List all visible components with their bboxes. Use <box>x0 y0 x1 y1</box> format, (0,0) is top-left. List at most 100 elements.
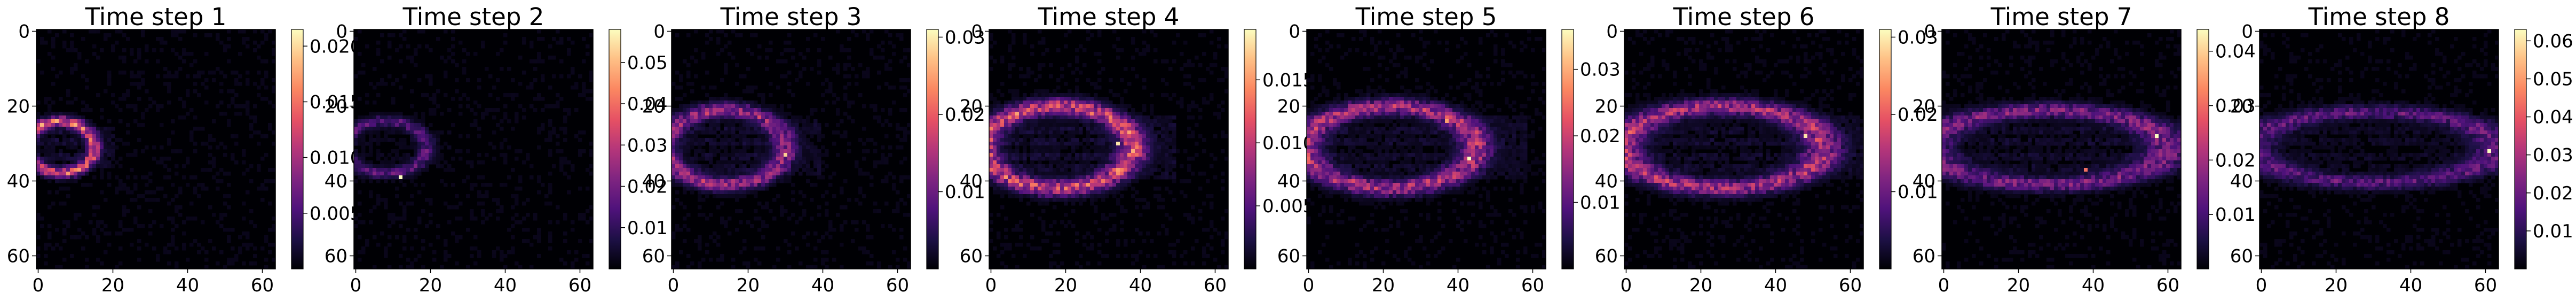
heat-cell <box>1079 130 1083 135</box>
heat-cell <box>772 164 777 168</box>
heat-cell <box>1127 115 1132 120</box>
heat-cell <box>1120 164 1124 168</box>
heat-cell <box>810 153 814 157</box>
heat-cell <box>511 93 515 97</box>
heat-cell <box>1153 33 1158 37</box>
heat-cell <box>204 86 209 90</box>
heat-cell <box>1094 108 1098 112</box>
heat-cell <box>851 29 855 34</box>
heat-cell <box>66 101 70 105</box>
heat-cell <box>765 168 769 172</box>
heat-cell <box>361 220 366 225</box>
heat-cell <box>686 183 691 187</box>
heat-cell <box>59 112 63 116</box>
heat-cell <box>365 119 369 124</box>
heat-cell <box>1019 179 1023 183</box>
heat-cell <box>66 187 70 191</box>
heat-cell <box>810 142 814 146</box>
heat-cell <box>1109 168 1113 172</box>
heat-cell <box>81 149 85 153</box>
heat-cell <box>1071 127 1076 131</box>
heat-cell <box>1000 123 1005 127</box>
heat-cell <box>1030 108 1034 112</box>
heat-cell <box>1041 194 1046 198</box>
heat-cell <box>48 205 52 210</box>
heat-cell <box>193 74 197 79</box>
heat-cell <box>1008 142 1012 146</box>
heat-cell <box>1060 123 1064 127</box>
heat-cell <box>530 265 534 269</box>
heat-cell <box>1008 112 1012 116</box>
heat-cell <box>791 115 795 120</box>
heat-cell <box>1075 48 1079 52</box>
heat-cell <box>1153 138 1158 142</box>
heat-cell <box>1139 115 1143 120</box>
heat-cell <box>791 213 795 217</box>
heat-cell <box>1060 138 1064 142</box>
heat-cell <box>750 86 754 90</box>
heat-cell <box>761 164 765 168</box>
heat-cell <box>787 33 792 37</box>
heat-cell <box>765 172 769 176</box>
heat-cell <box>92 168 97 172</box>
heat-cell <box>772 149 777 153</box>
heat-cell <box>417 145 422 150</box>
heat-cell <box>89 164 93 168</box>
heat-cell <box>163 164 168 168</box>
heat-cell <box>709 168 713 172</box>
heat-cell <box>1116 37 1120 41</box>
heat-cell <box>701 115 706 120</box>
heat-cell <box>1094 164 1098 168</box>
heat-cell <box>48 179 52 183</box>
heat-cell <box>716 142 721 146</box>
heat-cell <box>253 224 257 228</box>
heat-cell <box>1131 37 1135 41</box>
heat-cell <box>1168 160 1173 165</box>
heat-cell <box>888 123 892 127</box>
heat-cell <box>739 179 743 183</box>
heat-cell <box>791 56 795 60</box>
heat-cell <box>709 149 713 153</box>
heat-cell <box>44 168 48 172</box>
heat-cell <box>1172 149 1176 153</box>
heat-cell <box>77 213 82 217</box>
heat-cell <box>836 108 840 112</box>
heat-cell <box>548 220 552 225</box>
heat-cell <box>772 134 777 138</box>
heat-cell <box>74 217 78 221</box>
heat-cell <box>1139 231 1143 236</box>
heat-cell <box>373 101 377 105</box>
heat-cell <box>238 112 242 116</box>
heat-cell <box>1127 153 1132 157</box>
heat-cell <box>137 194 141 198</box>
heat-cell <box>85 127 89 131</box>
heat-cell <box>272 217 276 221</box>
heat-cell <box>1041 153 1046 157</box>
heat-cell <box>92 231 97 236</box>
heat-cell <box>787 127 792 131</box>
heat-cell <box>459 97 463 101</box>
heat-cell <box>1142 115 1147 120</box>
heat-cell <box>414 258 418 262</box>
heat-cell <box>395 153 399 157</box>
heat-cell <box>1038 157 1042 161</box>
heat-cell <box>1187 108 1191 112</box>
heat-cell <box>1015 119 1020 124</box>
heat-cell <box>750 224 754 228</box>
heat-cell <box>1026 194 1031 198</box>
heat-cell <box>1105 108 1109 112</box>
heat-cell <box>855 228 859 232</box>
heat-cell <box>272 224 276 228</box>
heat-cell <box>417 254 422 258</box>
heat-cell <box>1150 104 1154 109</box>
heat-cell <box>1030 172 1034 176</box>
heat-cell <box>1094 119 1098 124</box>
heat-cell <box>993 149 997 153</box>
heat-cell <box>709 175 713 180</box>
heat-cell <box>1109 145 1113 150</box>
heat-cell <box>354 130 358 135</box>
heat-cell <box>769 119 773 124</box>
heat-cell <box>1161 224 1165 228</box>
heat-cell <box>548 190 552 195</box>
heat-cell <box>698 172 702 176</box>
